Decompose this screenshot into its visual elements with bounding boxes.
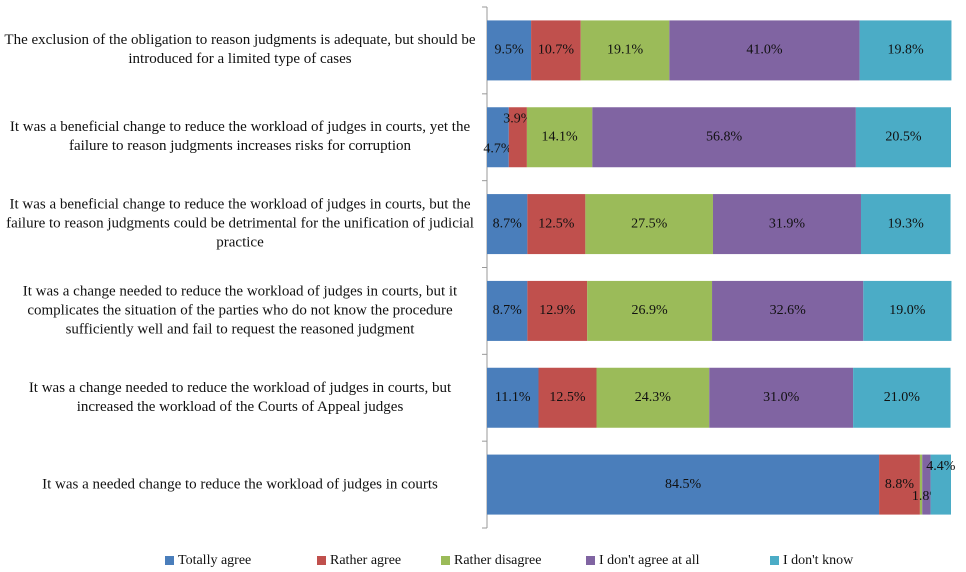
value-label: 21.0% [884,390,921,405]
value-label: 20.5% [885,129,922,144]
value-label: 9.5% [494,43,524,58]
bar-segment [487,280,528,341]
legend-swatch [586,556,595,565]
legend-label: Rather disagree [454,553,541,568]
category-label: It was a change needed to reduce the wor… [28,379,452,415]
value-label: 4.7% [483,141,513,156]
value-label: 12.5% [538,216,575,231]
bar-segment [585,194,713,255]
value-label: 19.1% [607,43,644,58]
bar-segment [853,367,951,428]
bar-segment [712,280,864,341]
bar-segment [879,454,920,515]
value-label: 12.5% [549,390,586,405]
legend-label: Totally agree [178,553,251,568]
value-label: 4.4% [926,459,956,474]
bar-segment [580,20,670,81]
bar-segment [919,454,923,515]
category-label: It was a beneficial change to reduce the… [6,196,474,251]
bar-segment [587,280,713,341]
value-label: 10.7% [538,43,575,58]
value-label: 24.3% [635,390,672,405]
legend-swatch [770,556,779,565]
value-label: 31.9% [769,216,806,231]
value-label: 84.5% [665,477,702,492]
value-label: 11.1% [495,390,531,405]
bar-segment [487,367,539,428]
legend-label: I don't agree at all [599,553,700,568]
bar-segment [508,107,527,168]
category-label: The exclusion of the obligation to reaso… [4,32,476,68]
bar-segment [487,454,880,515]
bar-segment [709,367,854,428]
value-label: 12.9% [539,303,576,318]
legend-label: I don't know [783,553,854,568]
legend-swatch [165,556,174,565]
value-label: 19.0% [889,303,926,318]
bar-segment [526,107,593,168]
value-label: 8.8% [885,477,915,492]
bar-segment [859,20,952,81]
bar-segment [527,194,586,255]
bar-segment [487,107,509,168]
legend-label: Rather agree [330,553,401,568]
category-label: It was a change needed to reduce the wor… [22,283,458,338]
category-label: It was a beneficial change to reduce the… [9,119,471,155]
bar-segment [596,367,710,428]
value-label: 8.7% [493,303,523,318]
legend-swatch [317,556,326,565]
value-label: 19.3% [888,216,925,231]
bar-segment [863,280,952,341]
value-label: 14.1% [542,129,579,144]
value-label: 56.8% [706,129,743,144]
bar-segment [930,454,951,515]
value-label: 41.0% [746,43,783,58]
bar-segment [487,20,532,81]
value-label: 31.0% [763,390,800,405]
value-label: 3.9% [503,111,533,126]
category-label: It was a needed change to reduce the wor… [42,476,438,493]
bar-segment [487,194,528,255]
legend-swatch [441,556,450,565]
bar-segment [855,107,951,168]
value-label: 8.7% [493,216,523,231]
value-label: 27.5% [631,216,668,231]
value-label: 19.8% [887,43,924,58]
bar-segment [712,194,861,255]
value-label: 26.9% [632,303,669,318]
bar-segment [669,20,860,81]
value-label: 32.6% [770,303,807,318]
bar-segment [527,280,588,341]
bar-segment [531,20,581,81]
bar-segment [538,367,597,428]
bar-segment [922,454,931,515]
bar-segment [860,194,951,255]
bar-segment [592,107,856,168]
